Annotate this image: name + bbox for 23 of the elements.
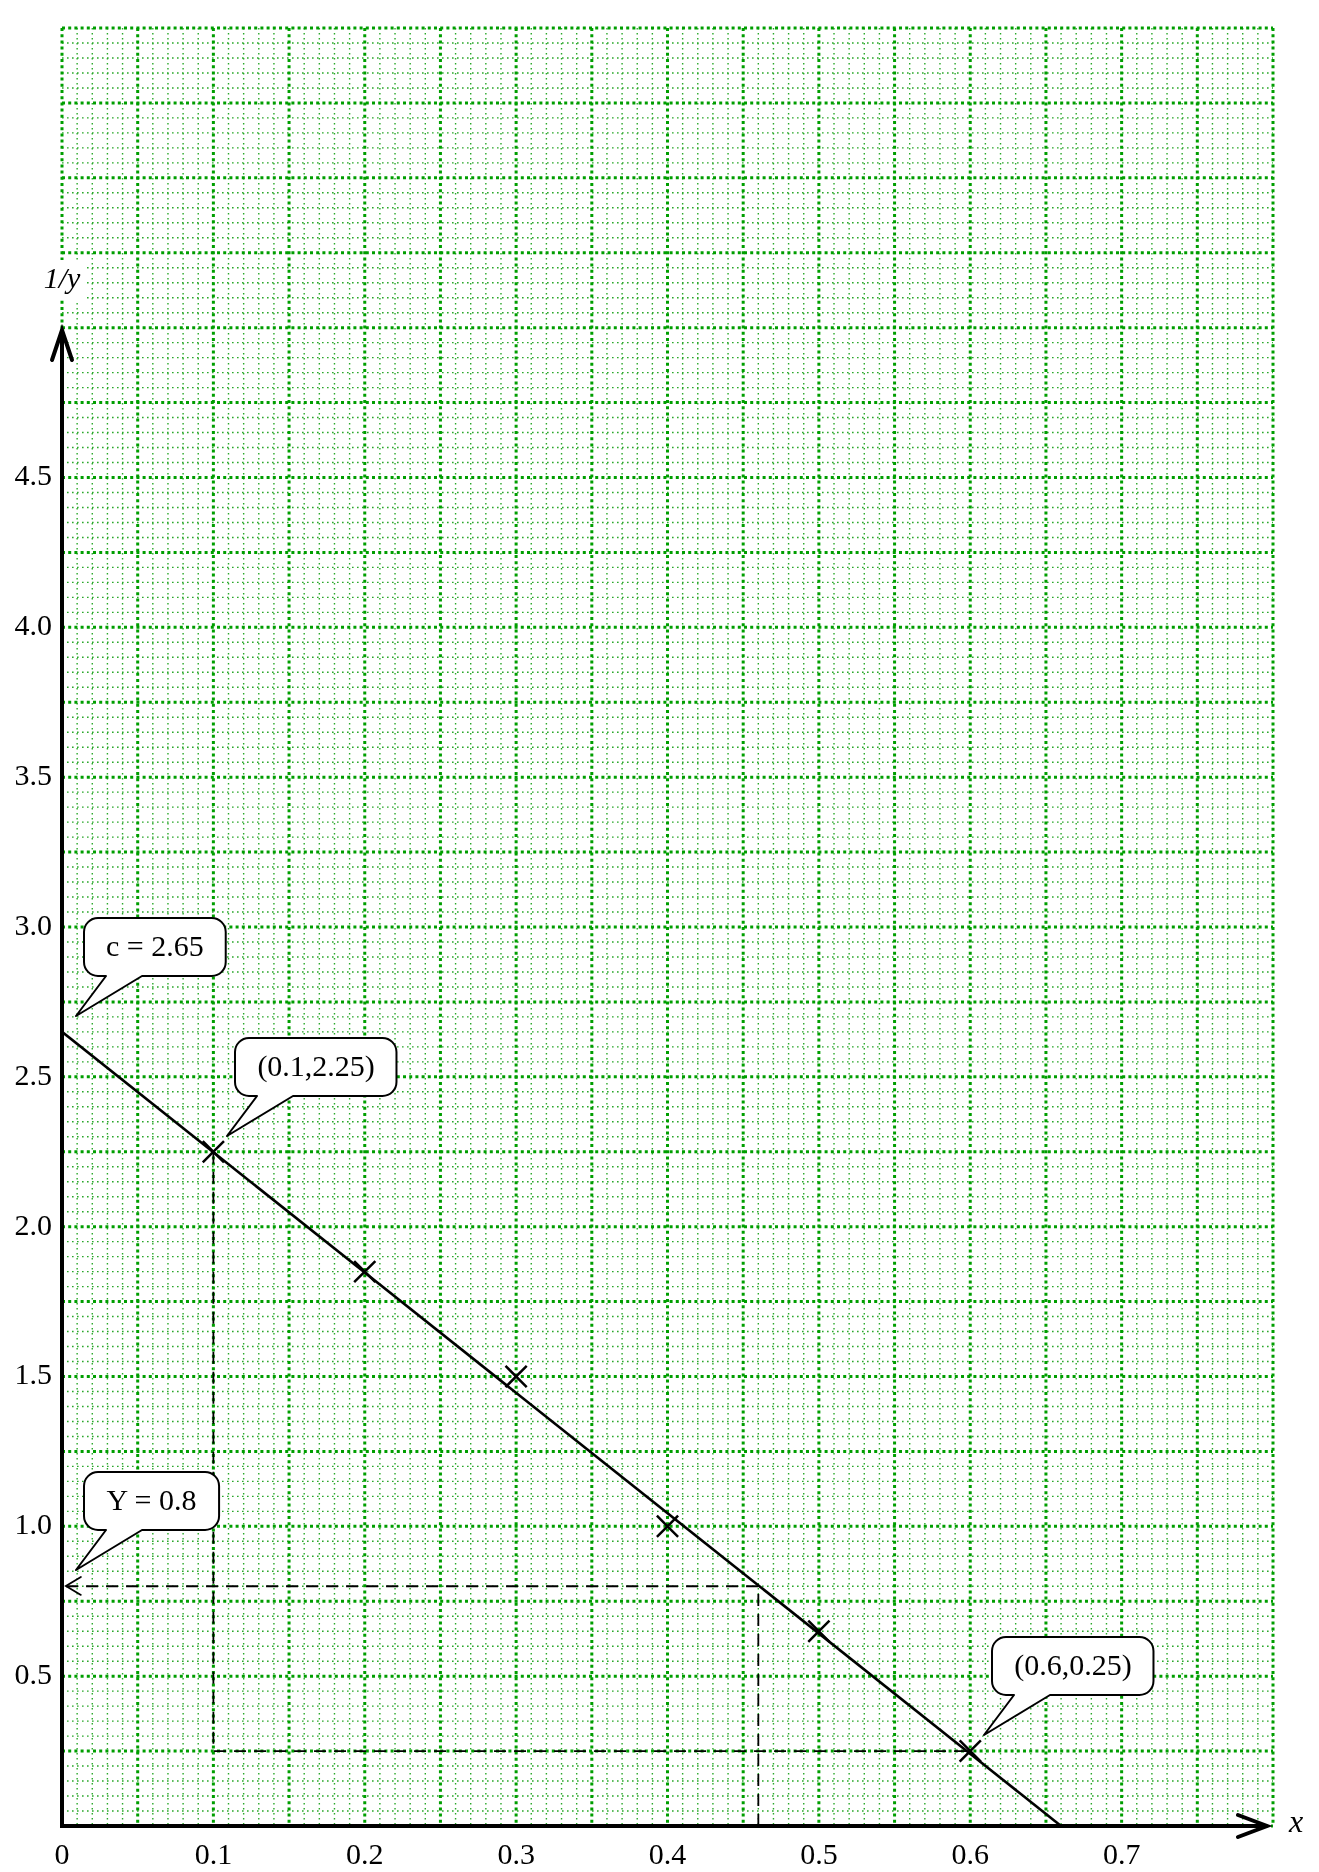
y-tick-label: 4.0 — [14, 608, 52, 642]
y-tick-label: 2.5 — [14, 1057, 52, 1091]
x-tick-label: 0.2 — [346, 1836, 384, 1870]
y-tick-label: 3.0 — [14, 907, 52, 941]
y-tick-label: 0.5 — [14, 1657, 52, 1691]
x-tick-label: 0.7 — [1102, 1836, 1141, 1870]
annotation: c = 2.65 — [106, 928, 204, 962]
x-tick-label: 0.6 — [951, 1836, 989, 1870]
x-axis-title: x — [1288, 1803, 1304, 1840]
x-tick-label: 0.3 — [497, 1836, 535, 1870]
y-tick-label: 2.0 — [14, 1207, 52, 1241]
x-tick-label: 0 — [54, 1836, 70, 1870]
y-tick-label: 3.5 — [14, 758, 52, 792]
y-axis-title: 1/y — [43, 260, 82, 294]
x-tick-label: 0.5 — [800, 1836, 838, 1870]
x-tick-label: 0.4 — [648, 1836, 687, 1870]
y-tick-label: 1.5 — [14, 1357, 52, 1391]
x-tick-label: 0.1 — [194, 1836, 233, 1870]
annotation: Y = 0.8 — [106, 1483, 197, 1517]
y-tick-label: 1.0 — [14, 1507, 52, 1541]
annotation: (0.1,2.25) — [257, 1048, 375, 1083]
annotation: (0.6,0.25) — [1014, 1647, 1132, 1682]
y-tick-label: 4.5 — [14, 458, 52, 492]
